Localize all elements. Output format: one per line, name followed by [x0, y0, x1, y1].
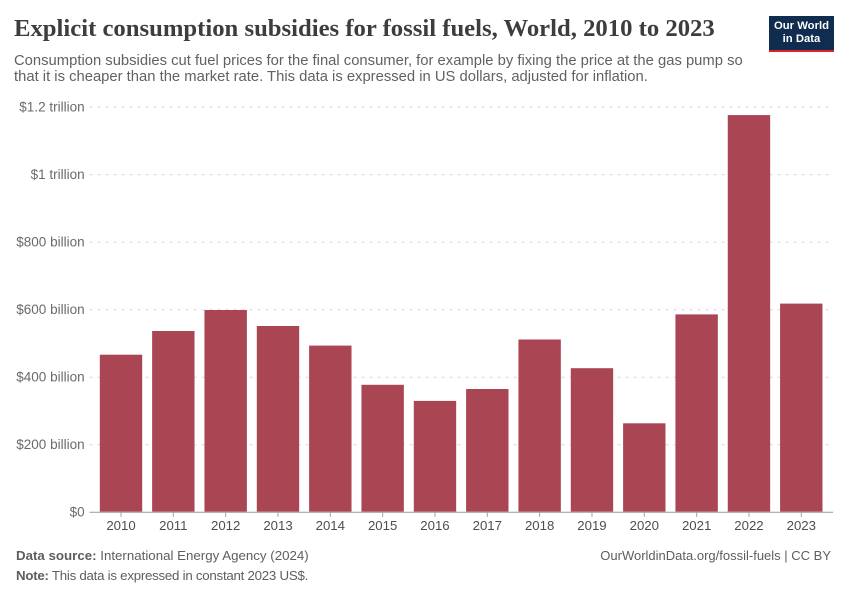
- svg-text:2023: 2023: [787, 518, 816, 533]
- svg-text:$1 trillion: $1 trillion: [31, 167, 85, 182]
- svg-text:$400 billion: $400 billion: [16, 370, 84, 385]
- svg-text:2018: 2018: [525, 518, 554, 533]
- svg-text:2017: 2017: [473, 518, 502, 533]
- svg-text:$600 billion: $600 billion: [16, 302, 84, 317]
- svg-text:2013: 2013: [263, 518, 292, 533]
- svg-text:2021: 2021: [682, 518, 711, 533]
- svg-text:$800 billion: $800 billion: [16, 234, 84, 249]
- svg-text:$1.2 trillion: $1.2 trillion: [19, 99, 84, 114]
- svg-text:2020: 2020: [630, 518, 659, 533]
- svg-text:$0: $0: [70, 505, 85, 520]
- svg-text:2010: 2010: [106, 518, 135, 533]
- svg-text:2014: 2014: [316, 518, 345, 533]
- svg-text:2012: 2012: [211, 518, 240, 533]
- svg-text:$200 billion: $200 billion: [16, 437, 84, 452]
- svg-text:2019: 2019: [577, 518, 606, 533]
- svg-text:2015: 2015: [368, 518, 397, 533]
- svg-text:2011: 2011: [159, 518, 187, 533]
- svg-text:2022: 2022: [734, 518, 763, 533]
- svg-text:2016: 2016: [420, 518, 449, 533]
